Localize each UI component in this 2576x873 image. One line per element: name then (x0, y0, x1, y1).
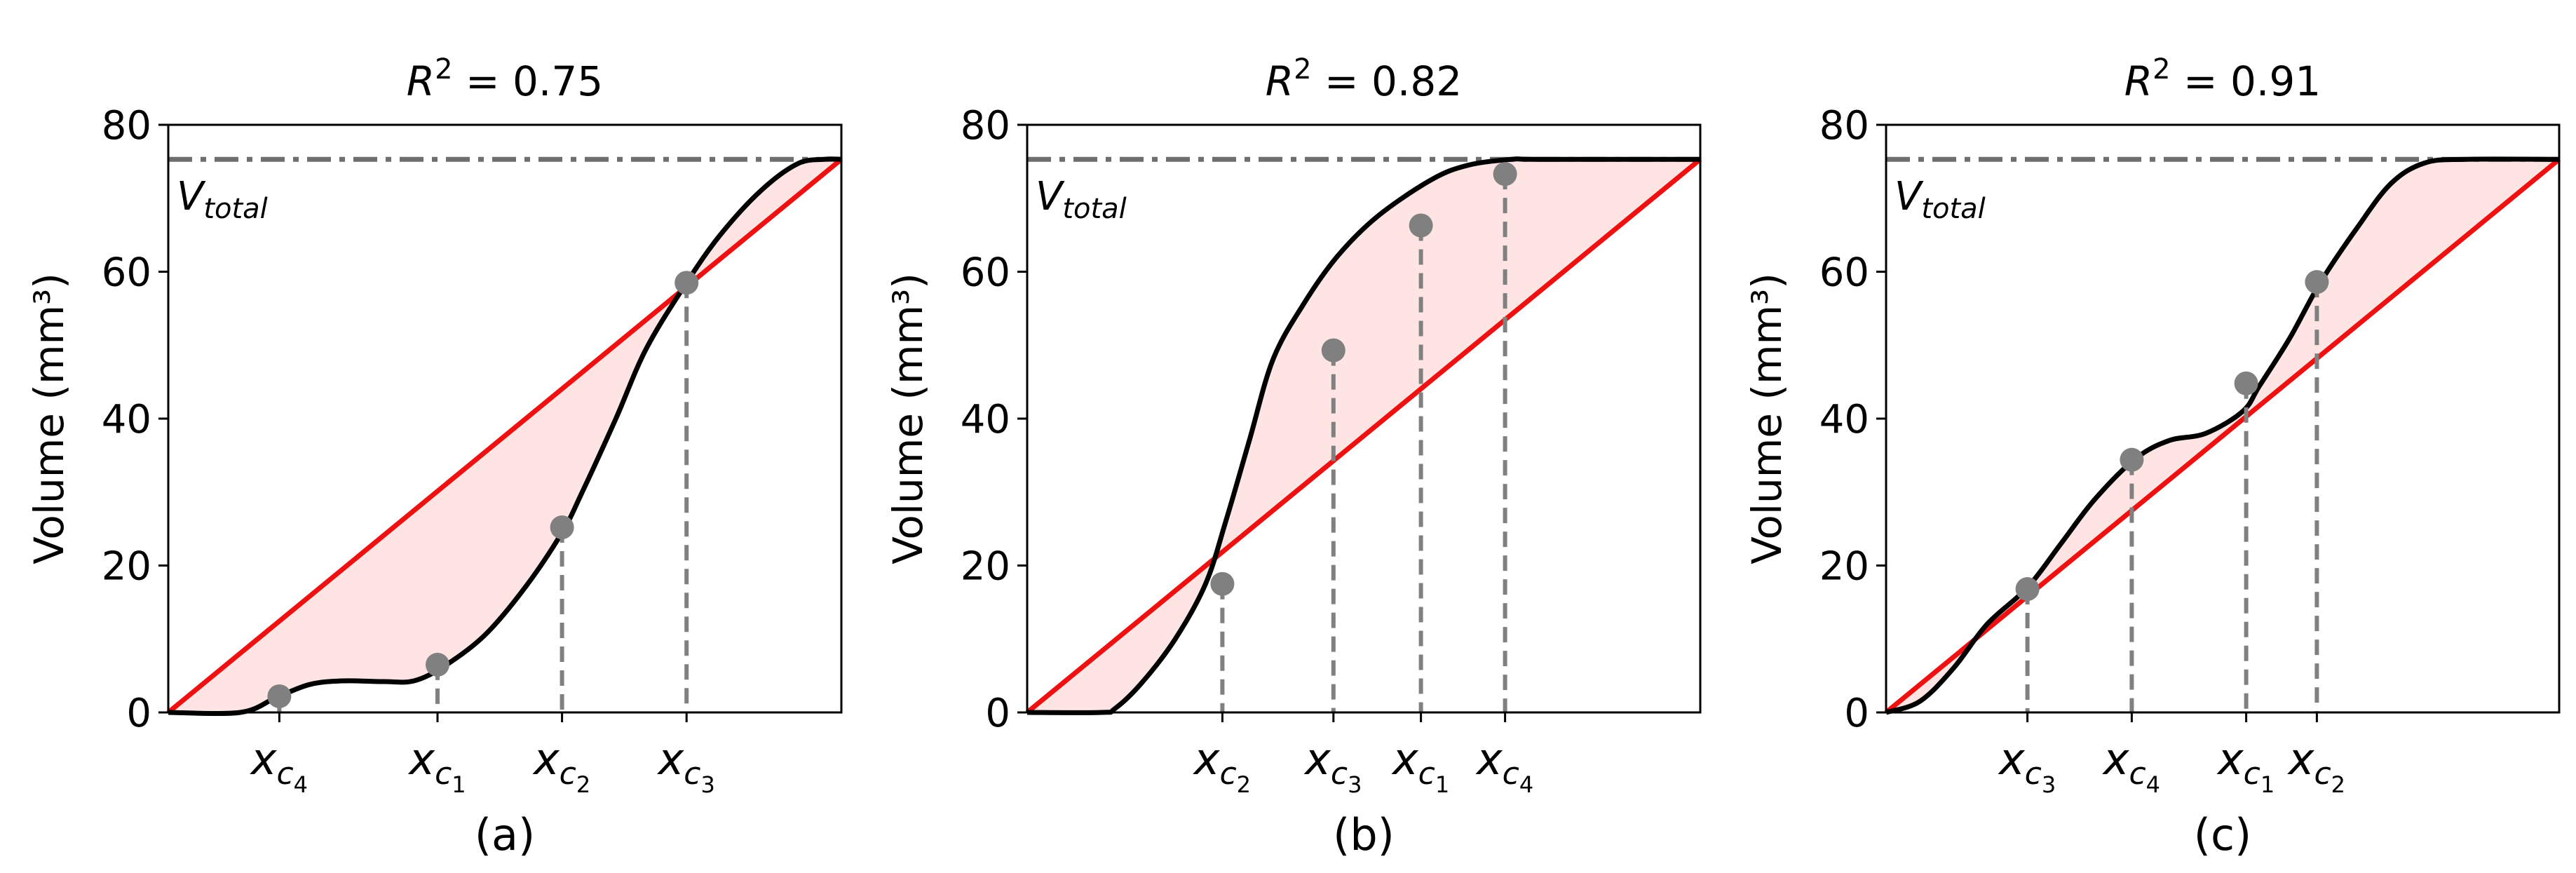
chart-title: R2 = 0.91 (2124, 53, 2321, 105)
critical-point-c3 (2015, 577, 2040, 602)
y-tick-label: 20 (961, 544, 1010, 590)
x-tick-label-c4: xc4 (250, 733, 308, 798)
y-tick-label: 60 (1819, 250, 1869, 296)
v-total-label: Vtotal (177, 174, 268, 225)
critical-point-c2 (1210, 571, 1235, 596)
y-tick-label: 60 (102, 250, 151, 296)
volume-curve (1026, 156, 1701, 715)
x-tick-label-c3: xc3 (1303, 733, 1362, 798)
reference-line (1025, 157, 1702, 715)
y-tick-label: 0 (1844, 691, 1869, 736)
x-tick-label-c2: xc2 (2287, 733, 2345, 798)
x-tick-label-c1: xc1 (2216, 733, 2275, 798)
volume-curve (1885, 156, 2560, 715)
panel-caption: (a) (475, 809, 535, 860)
chart-panel-c: xc3 xc4 xc1 xc2 0 20 40 60 80 Volume (mm³) R2 = 0.… (1743, 53, 2561, 860)
y-axis-label: Volume (mm³) (884, 273, 932, 564)
x-tick-label-c4: xc4 (1475, 733, 1533, 798)
y-tick-label: 80 (961, 103, 1010, 149)
x-tick-label-c4: xc4 (2102, 733, 2160, 798)
critical-point-c4 (1493, 162, 1517, 187)
x-tick-label-c3: xc3 (1998, 733, 2056, 798)
panel-caption: (b) (1333, 809, 1395, 860)
y-tick-label: 80 (102, 103, 151, 149)
y-tick-label: 0 (126, 691, 151, 736)
y-tick-label: 40 (102, 397, 151, 442)
critical-point-c1 (1409, 213, 1433, 238)
chart-panel-b: xc2 xc3 xc1 xc4 0 20 40 60 80 Volume (mm³) R2 = 0.… (884, 53, 1702, 860)
critical-point-c3 (1321, 338, 1345, 363)
x-tick-label-c1: xc1 (1391, 733, 1449, 798)
critical-point-c2 (2305, 270, 2329, 295)
y-tick-label: 20 (102, 544, 151, 590)
y-tick-label: 40 (961, 397, 1010, 442)
critical-point-c3 (674, 271, 699, 295)
critical-point-c4 (2120, 447, 2144, 472)
x-tick-label-c2: xc2 (1193, 733, 1251, 798)
y-axis-label: Volume (mm³) (25, 273, 73, 564)
critical-point-c2 (550, 515, 574, 540)
reference-line (166, 157, 843, 715)
chart-panel-a: xc4 xc1 xc2 xc3 0 20 40 60 80 Volume (mm³) R2 = 0.… (25, 53, 843, 860)
y-tick-label: 0 (985, 691, 1010, 736)
x-tick-label-c1: xc1 (407, 733, 466, 798)
y-tick-label: 20 (1819, 544, 1869, 590)
v-total-label: Vtotal (1036, 174, 1127, 225)
v-total-label: Vtotal (1894, 174, 1986, 225)
x-tick-label-c2: xc2 (532, 733, 590, 798)
y-tick-label: 80 (1819, 103, 1869, 149)
chart-title: R2 = 0.75 (407, 53, 603, 105)
panel-caption: (c) (2194, 809, 2251, 860)
critical-point-c1 (426, 652, 449, 677)
reference-line (1884, 157, 2561, 715)
y-tick-label: 40 (1819, 397, 1869, 442)
y-tick-label: 60 (961, 250, 1010, 296)
x-tick-label-c3: xc3 (657, 733, 715, 798)
critical-point-c1 (2234, 371, 2258, 395)
chart-title: R2 = 0.82 (1266, 53, 1462, 105)
y-axis-label: Volume (mm³) (1743, 273, 1791, 564)
critical-point-c4 (267, 684, 292, 708)
